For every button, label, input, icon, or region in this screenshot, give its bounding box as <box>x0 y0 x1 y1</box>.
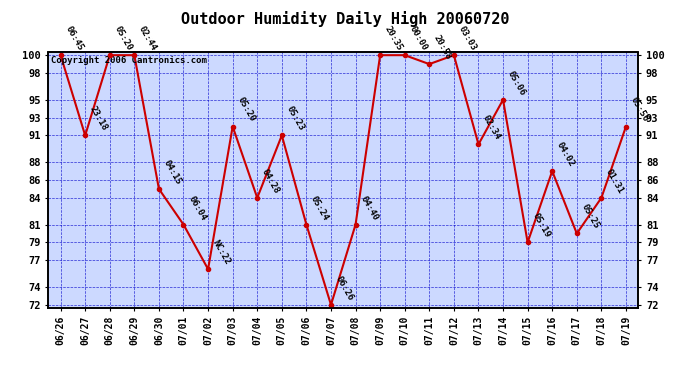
Text: 04:15: 04:15 <box>161 158 183 186</box>
Text: 05:20: 05:20 <box>112 25 134 52</box>
Text: 20:58: 20:58 <box>432 33 453 62</box>
Text: 04:02: 04:02 <box>555 141 576 168</box>
Text: 06:45: 06:45 <box>63 25 85 52</box>
Text: 05:23: 05:23 <box>284 105 306 133</box>
Text: 05:20: 05:20 <box>235 96 257 124</box>
Text: 02:44: 02:44 <box>137 25 158 52</box>
Text: 06:04: 06:04 <box>186 194 208 222</box>
Text: 05:06: 05:06 <box>506 69 527 97</box>
Text: 05:56: 05:56 <box>629 96 650 124</box>
Text: 02:34: 02:34 <box>481 114 502 141</box>
Text: 05:19: 05:19 <box>531 212 551 240</box>
Text: 04:28: 04:28 <box>260 167 282 195</box>
Text: 06:26: 06:26 <box>334 274 355 302</box>
Text: 00:00: 00:00 <box>408 25 428 52</box>
Text: 05:24: 05:24 <box>309 194 331 222</box>
Text: 03:03: 03:03 <box>457 25 478 52</box>
Text: NC:22: NC:22 <box>211 238 232 266</box>
Text: 20:35: 20:35 <box>383 25 404 52</box>
Text: 01:31: 01:31 <box>604 167 625 195</box>
Text: Outdoor Humidity Daily High 20060720: Outdoor Humidity Daily High 20060720 <box>181 11 509 27</box>
Text: Copyright 2006 Cantronics.com: Copyright 2006 Cantronics.com <box>51 56 207 65</box>
Text: 04:40: 04:40 <box>358 194 380 222</box>
Text: 23:18: 23:18 <box>88 105 109 133</box>
Text: 05:25: 05:25 <box>580 203 601 231</box>
